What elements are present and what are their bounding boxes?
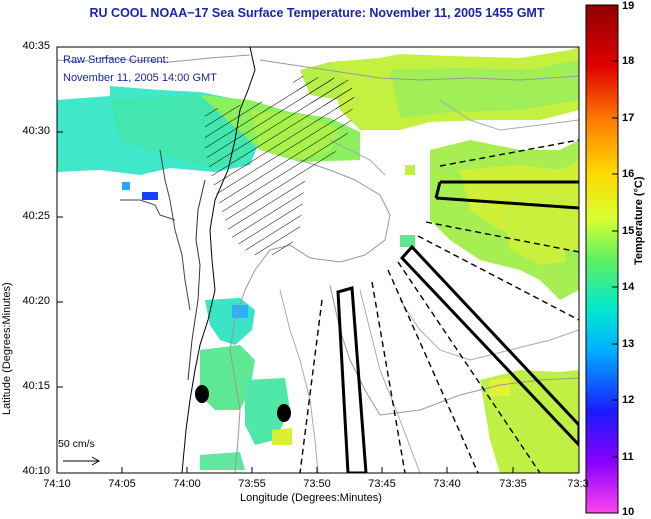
colorbar-tick-label: 18: [622, 55, 635, 67]
colorbar-tick-label: 17: [622, 112, 635, 124]
station-marker: [195, 385, 209, 403]
y-axis-title: Latitude (Degrees:Minutes): [1, 282, 13, 415]
y-tick-label: 40:20: [22, 295, 50, 307]
colorbar-tick-label: 19: [622, 0, 635, 12]
coastline-contours: [57, 47, 579, 473]
y-tick-label: 40:30: [22, 125, 50, 137]
y-tick-label: 40:10: [22, 465, 50, 477]
x-tick-label: 74:10: [43, 478, 71, 490]
colorbar-tick-label: 16: [622, 168, 635, 180]
x-tick-label: 73:55: [238, 478, 266, 490]
colorbar-tick-label: 12: [622, 394, 635, 406]
current-legend-time: November 11, 2005 14:00 GMT: [63, 72, 217, 84]
y-tick-label: 40:15: [22, 380, 50, 392]
channel-outlines: [336, 180, 579, 473]
colorbar-tick-label: 10: [622, 506, 635, 518]
map-frame: [56, 46, 580, 474]
current-legend-label: Raw Surface Current:: [63, 54, 169, 66]
sst-field: [57, 47, 579, 473]
x-tick-label: 74:05: [108, 478, 136, 490]
map-title: RU COOL NOAA−17 Sea Surface Temperature:…: [89, 6, 545, 20]
x-tick-label: 73:3: [567, 478, 589, 490]
colorbar-tick-label: 13: [622, 338, 635, 350]
y-tick-label: 40:35: [22, 40, 50, 52]
scale-arrow-label: 50 cm/s: [58, 438, 95, 450]
x-tick-label: 73:45: [368, 478, 396, 490]
colorbar-ticks: [612, 60, 618, 458]
colorbar: [585, 4, 619, 514]
y-tick-label: 40:25: [22, 210, 50, 222]
colorbar-tick-label: 11: [622, 451, 634, 463]
colorbar-tick-label: 14: [622, 281, 635, 293]
x-tick-label: 73:35: [499, 478, 527, 490]
surface-current-vectors: [205, 75, 355, 255]
colorbar-title: Temperature (°C): [633, 176, 645, 265]
dashed-boundaries: [299, 139, 579, 473]
colorbar-tick-label: 15: [622, 225, 635, 237]
x-axis-title: Longitude (Degrees:Minutes): [240, 492, 382, 504]
x-tick-label: 73:40: [433, 478, 461, 490]
axis-tick-marks: [56, 46, 580, 474]
x-tick-label: 73:50: [303, 478, 331, 490]
x-tick-label: 74:00: [173, 478, 201, 490]
station-marker: [277, 404, 291, 422]
scale-arrow: [63, 456, 101, 466]
